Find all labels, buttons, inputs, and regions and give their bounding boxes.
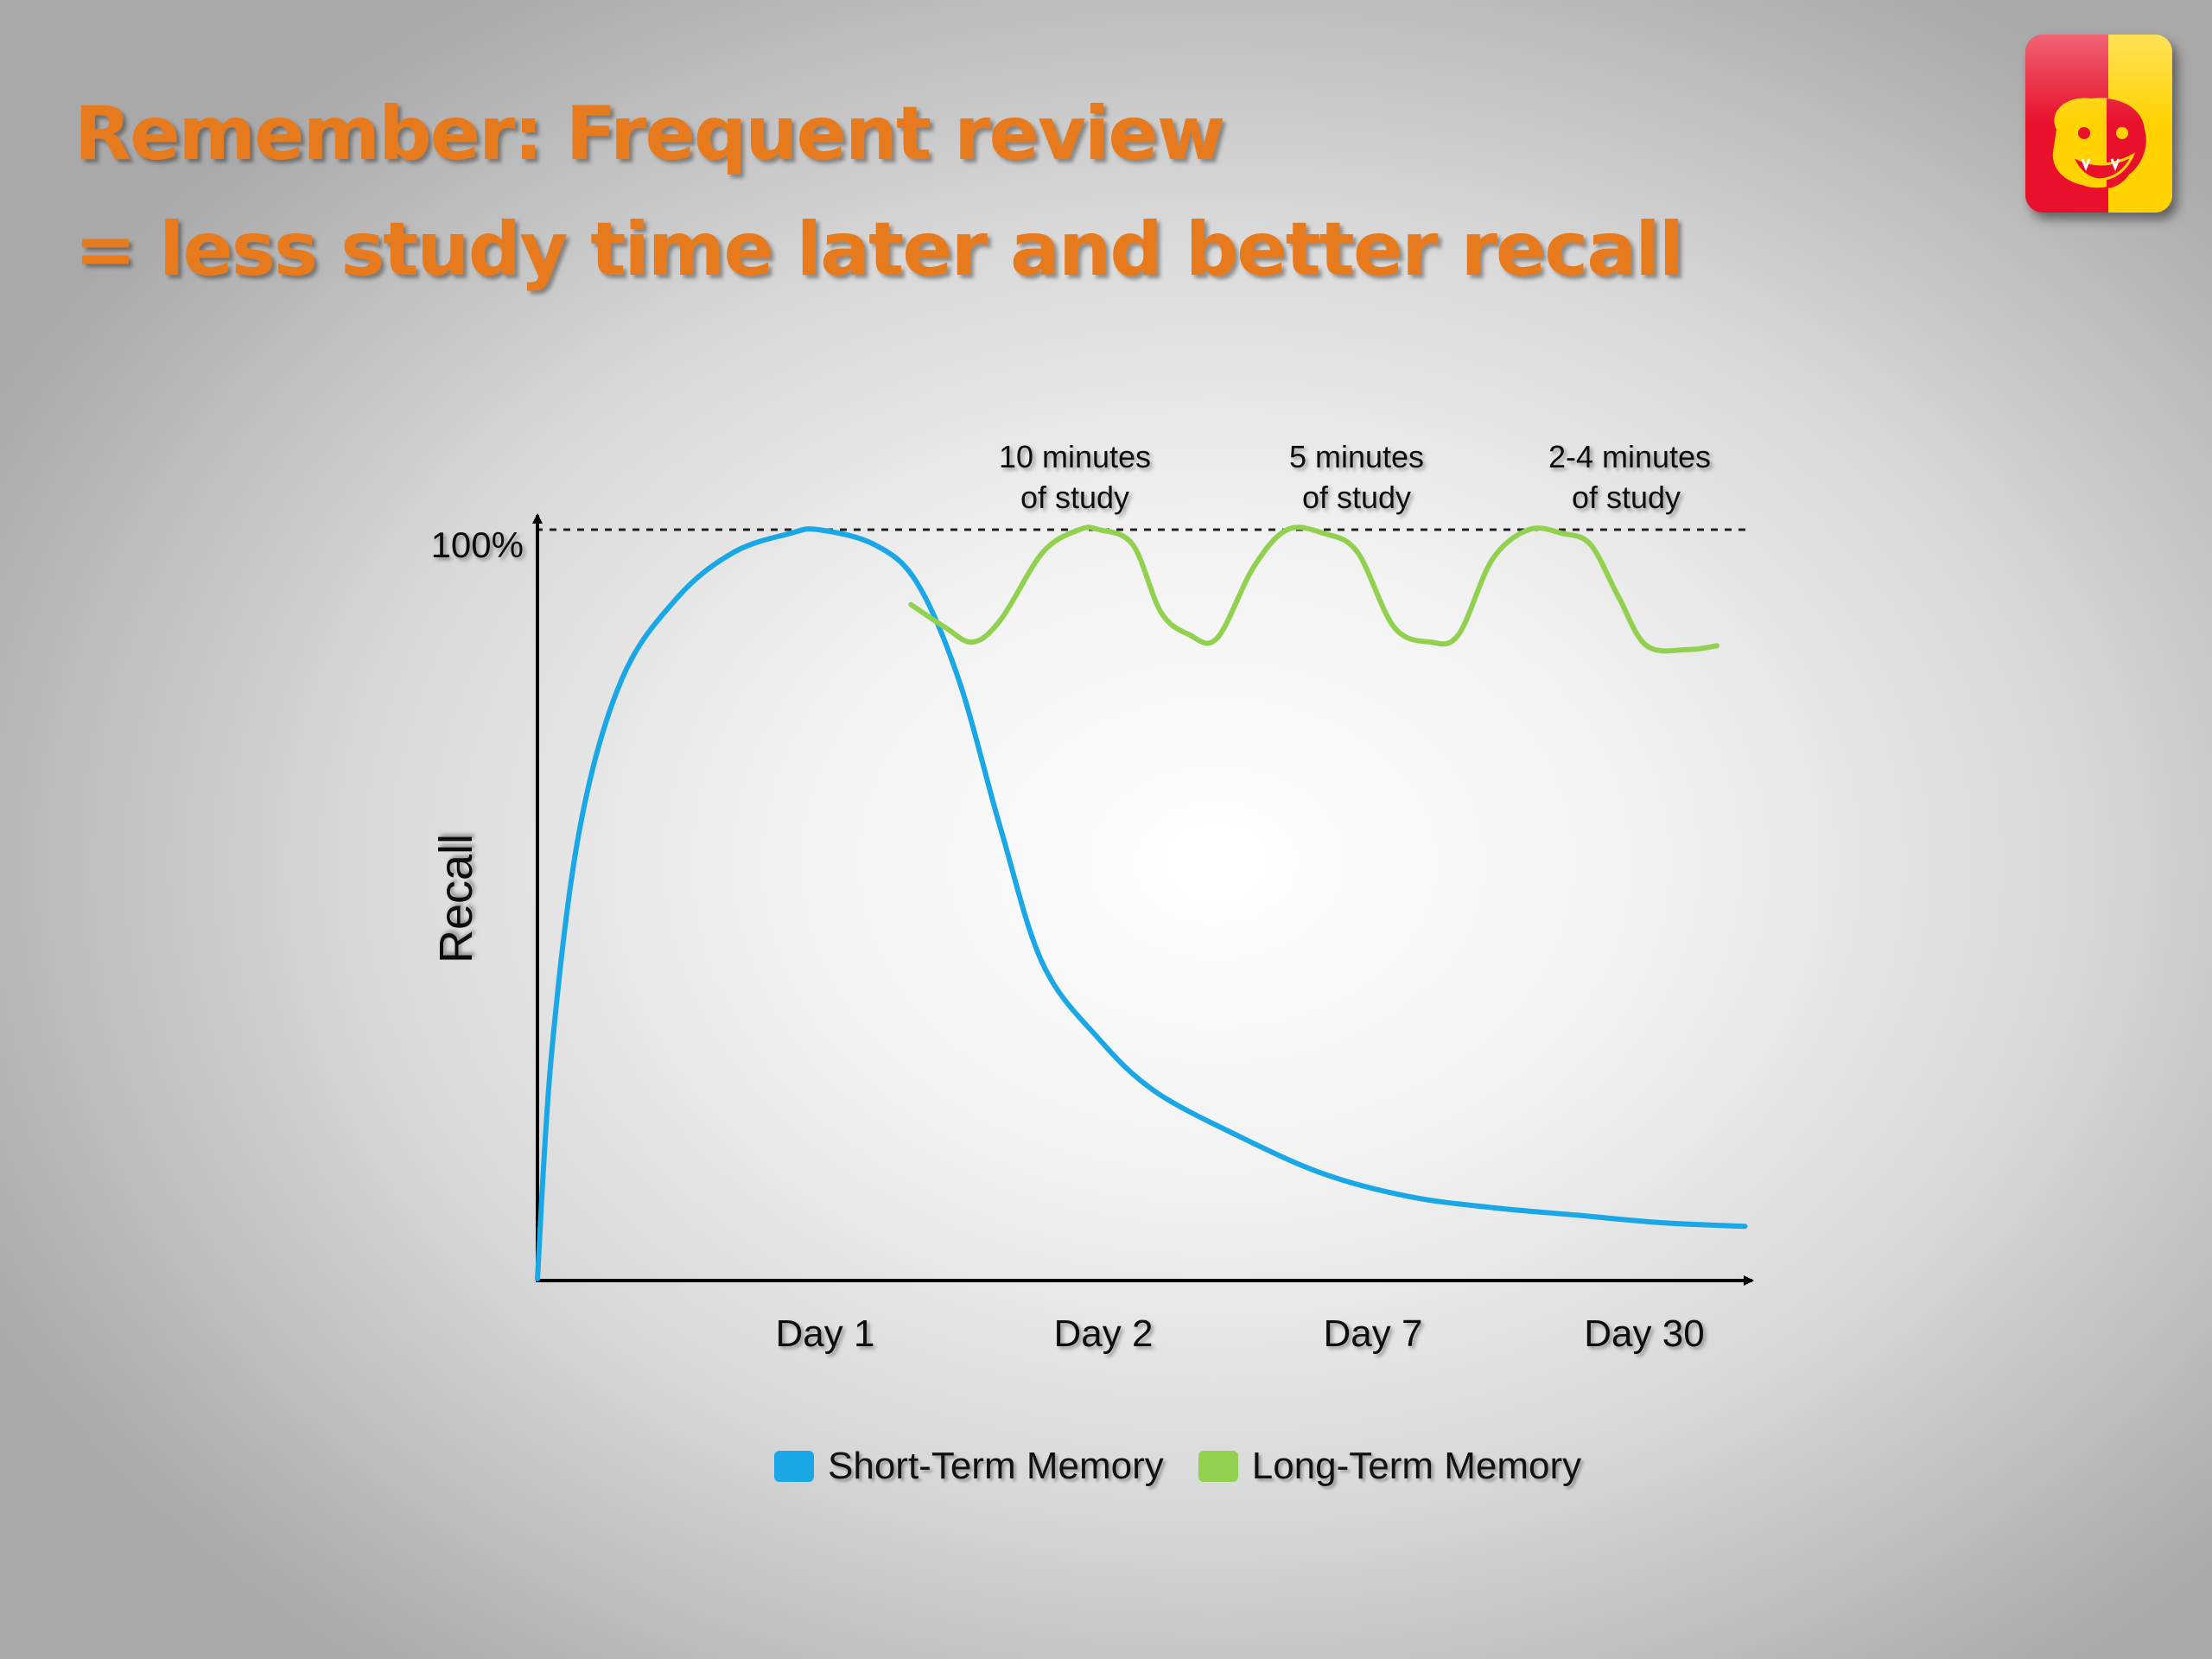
title-line-1: Remember: Frequent review — [74, 91, 1225, 177]
annotation-5-minutes-line2: of study — [1302, 480, 1411, 515]
title-line-2: = less study time later and better recal… — [74, 207, 1684, 293]
x-tick-day-30: Day 30 — [1584, 1313, 1704, 1355]
legend-item-short-term: Short-Term Memory — [774, 1445, 1164, 1488]
x-tick-day-2: Day 2 — [1054, 1313, 1154, 1355]
short-term-memory-line — [535, 526, 1748, 1281]
y-axis-label: Recall — [430, 834, 482, 963]
legend-swatch-short-term — [774, 1451, 814, 1482]
y-max-label: 100% — [431, 524, 524, 565]
annotation-10-minutes-line2: of study — [1020, 480, 1129, 515]
long-term-memory-line — [908, 524, 1719, 654]
chart-legend: Short-Term Memory Long-Term Memory — [774, 1445, 1616, 1488]
annotation-2-4-minutes-line1: 2-4 minutes — [1548, 439, 1711, 474]
x-tick-day-7: Day 7 — [1324, 1313, 1423, 1355]
annotation-5-minutes-line1: 5 minutes — [1289, 439, 1424, 474]
x-tick-day-1: Day 1 — [776, 1313, 875, 1355]
legend-swatch-long-term — [1198, 1451, 1238, 1482]
annotation-2-4-minutes-line2: of study — [1572, 480, 1681, 515]
page-title: Remember: Frequent review = less study t… — [74, 76, 1684, 308]
legend-label-short-term: Short-Term Memory — [828, 1445, 1164, 1487]
gorilla-mascot-icon — [2025, 35, 2172, 213]
legend-item-long-term: Long-Term Memory — [1198, 1445, 1581, 1488]
annotation-10-minutes-line1: 10 minutes — [999, 439, 1151, 474]
legend-label-long-term: Long-Term Memory — [1251, 1445, 1582, 1487]
